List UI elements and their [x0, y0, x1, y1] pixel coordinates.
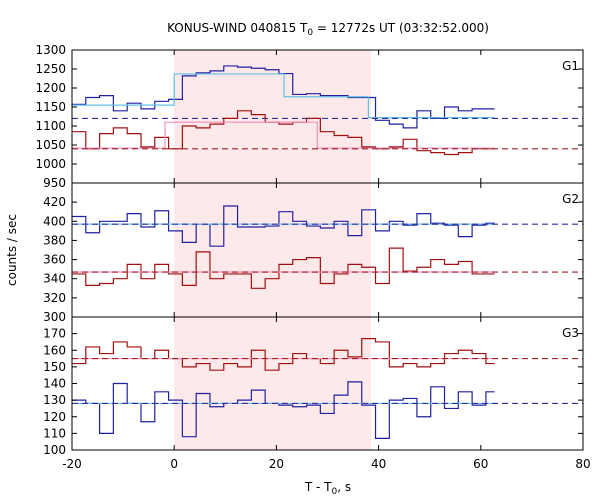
y-tick-label: 170 [43, 327, 66, 341]
panel-label-g1: G1 [562, 59, 579, 73]
y-axis-title: counts / sec [5, 214, 19, 286]
y-tick-label: 1300 [35, 43, 66, 57]
x-tick-label: 20 [269, 457, 284, 471]
chart-title: KONUS-WIND 040815 T0 = 12772s UT (03:32:… [167, 21, 489, 38]
y-tick-label: 140 [43, 377, 66, 391]
panel-label-g2: G2 [562, 192, 579, 206]
step-series-g2-red [72, 247, 495, 289]
x-tick-label: 80 [575, 457, 590, 471]
y-tick-label: 380 [43, 233, 66, 247]
shaded-interval [174, 50, 371, 450]
frame-layer: -20 0 20 40 60 80 [62, 49, 591, 471]
panel-layer: 9501000105011001150120012501300G13003203… [35, 43, 584, 457]
y-tick-label: 300 [43, 310, 66, 324]
fit-line-g1-blue [72, 73, 495, 119]
panel-g3: 100 110 120 130 140 150 160 170 G3 [43, 317, 584, 457]
y-tick-label: 100 [43, 443, 66, 457]
y-tick-label: 150 [43, 360, 66, 374]
step-series-g2-blue [72, 205, 495, 247]
chart-title-sub: 0 [307, 28, 313, 38]
x-axis-title: T - T0, s [304, 480, 351, 497]
y-tick-label: 130 [43, 393, 66, 407]
y-tick-label: 1150 [35, 100, 66, 114]
plot-frame [71, 49, 584, 451]
y-tick-label: 340 [43, 272, 66, 286]
panel-g2: 300 320 340 360 380 400 420 G2 [43, 183, 584, 324]
y-tick-label: 320 [43, 291, 66, 305]
shade-layer [174, 50, 371, 450]
x-axis-title-rest: , s [337, 480, 351, 494]
x-tick-label: -20 [62, 457, 82, 471]
y-tick-label: 1250 [35, 62, 66, 76]
panel-label-g3: G3 [562, 326, 579, 340]
y-tick-label: 110 [43, 426, 66, 440]
y-tick-label: 160 [43, 343, 66, 357]
chart-title-rest: = 12772s UT (03:32:52.000) [313, 21, 489, 35]
y-tick-label: 420 [43, 195, 66, 209]
x-tick-label: 60 [473, 457, 488, 471]
y-tick-label: 950 [43, 176, 66, 190]
y-tick-label: 400 [43, 214, 66, 228]
step-series-g1-blue [72, 65, 495, 129]
step-series-g1-red [72, 110, 495, 156]
x-tick-label: 0 [170, 457, 178, 471]
y-tick-label: 120 [43, 410, 66, 424]
y-tick-label: 1000 [35, 157, 66, 171]
x-axis-title-sub: 0 [332, 487, 338, 497]
y-tick-label: 1050 [35, 138, 66, 152]
step-series-g3-blue [72, 381, 495, 439]
y-tick-label: 1100 [35, 119, 66, 133]
y-tick-label: 1200 [35, 81, 66, 95]
x-tick-label: 40 [371, 457, 386, 471]
fit-line-g1-red [72, 121, 495, 149]
y-tick-label: 360 [43, 253, 66, 267]
panel-g1: 950 1000 1050 1100 1150 1200 1250 1300 G1 [35, 43, 584, 190]
